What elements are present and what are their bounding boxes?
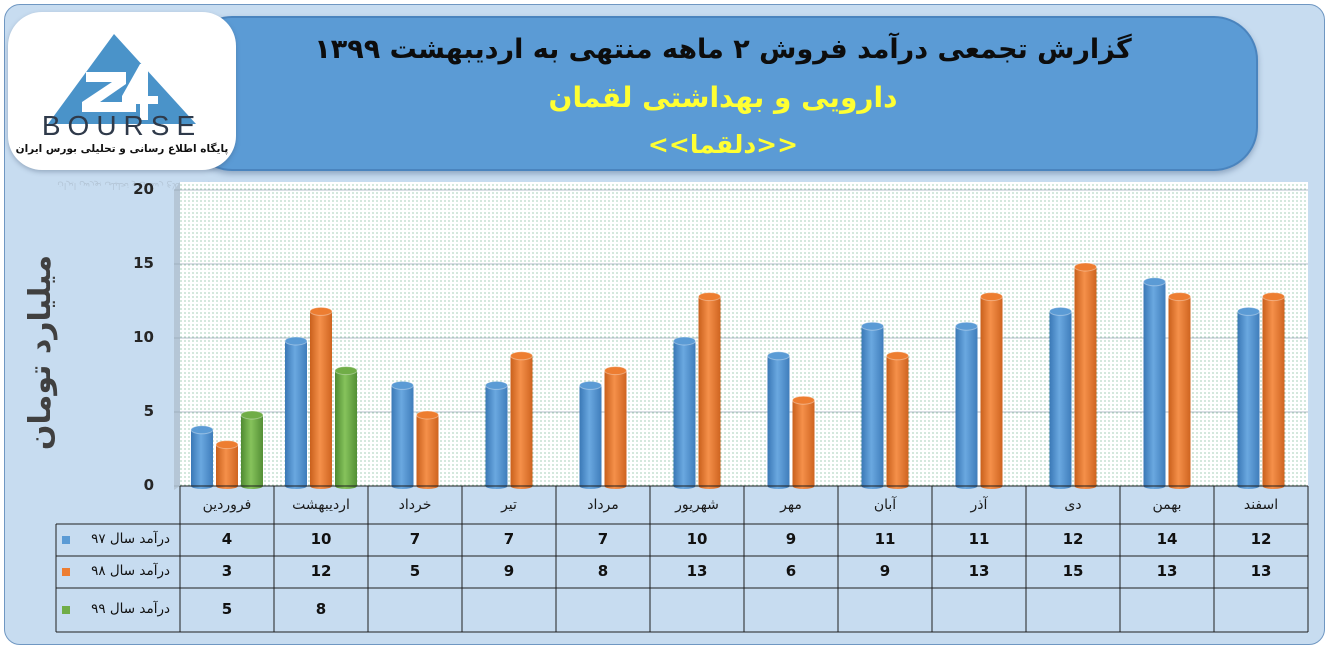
table-cell: 7 bbox=[503, 530, 515, 548]
bar-series-97 bbox=[1049, 306, 1072, 489]
table-cell: 9 bbox=[879, 562, 891, 580]
bar-series-98 bbox=[510, 351, 533, 489]
table-cell: 5 bbox=[409, 562, 421, 580]
legend-label-series-98: درآمد سال ۹۸ bbox=[91, 563, 170, 579]
bar-series-97 bbox=[391, 380, 414, 489]
table-cell: 5 bbox=[221, 600, 233, 618]
category-label: آذر bbox=[970, 497, 988, 513]
table-cell: 11 bbox=[968, 530, 990, 548]
bar-series-99 bbox=[334, 366, 358, 489]
report-title: گزارش تجمعی درآمد فروش ۲ ماهه منتهی به ا… bbox=[314, 34, 1132, 65]
legend-key-series-99 bbox=[62, 606, 70, 614]
table-cell: 15 bbox=[1062, 562, 1084, 580]
table-cell: 9 bbox=[785, 530, 797, 548]
table-cell: 10 bbox=[310, 530, 332, 548]
bar-series-98 bbox=[215, 440, 239, 489]
y-tick-label: 5 bbox=[143, 402, 154, 420]
bar-series-97 bbox=[485, 380, 508, 489]
bar-series-98 bbox=[1262, 292, 1285, 489]
legend-key-series-97 bbox=[62, 536, 70, 544]
bar-series-97 bbox=[1143, 277, 1166, 489]
bar-series-98 bbox=[604, 366, 627, 489]
bar-series-97 bbox=[284, 336, 308, 489]
bar-series-98 bbox=[1074, 262, 1097, 489]
category-label: دی bbox=[1064, 497, 1082, 513]
bar-series-97 bbox=[1237, 306, 1260, 489]
table-cell: 14 bbox=[1156, 530, 1178, 548]
table-cell: 8 bbox=[597, 562, 609, 580]
category-label: مهر bbox=[780, 497, 802, 513]
y-axis-label: میلیارد تومان bbox=[23, 254, 58, 451]
table-cell: 12 bbox=[1250, 530, 1272, 548]
y-tick-label: 10 bbox=[133, 328, 154, 346]
legend-label-series-97: درآمد سال ۹۷ bbox=[91, 531, 170, 547]
bar-series-98 bbox=[698, 292, 721, 489]
bar-series-98 bbox=[309, 306, 333, 489]
bar-series-98 bbox=[980, 292, 1003, 489]
bar-series-97 bbox=[767, 351, 790, 489]
category-label: خرداد bbox=[398, 497, 432, 513]
bar-series-97 bbox=[861, 321, 884, 489]
plot-area bbox=[174, 182, 1308, 490]
table-cell: 8 bbox=[315, 600, 327, 618]
bars bbox=[190, 262, 1285, 489]
plot-background bbox=[180, 182, 1308, 486]
category-label: بهمن bbox=[1152, 497, 1182, 513]
legend-key-series-98 bbox=[62, 568, 70, 576]
category-label: تیر bbox=[501, 497, 517, 513]
category-label: اردیبهشت bbox=[292, 497, 350, 513]
bourse24-logo: BOURSE پایگاه اطلاع رسانی و تحلیلی بورس … bbox=[8, 12, 236, 170]
bar-series-99 bbox=[240, 410, 264, 489]
title-banner: گزارش تجمعی درآمد فروش ۲ ماهه منتهی به ا… bbox=[188, 16, 1258, 171]
table-cell: 13 bbox=[686, 562, 708, 580]
table-cell: 4 bbox=[221, 530, 233, 548]
legend-label-series-99: درآمد سال ۹۹ bbox=[91, 601, 170, 617]
bar-series-98 bbox=[416, 410, 439, 489]
bar-series-98 bbox=[792, 395, 815, 489]
table-cell: 13 bbox=[1250, 562, 1272, 580]
ticker-symbol: <<دلقما>> bbox=[647, 130, 799, 159]
bar-series-97 bbox=[955, 321, 978, 489]
table-cell: 9 bbox=[503, 562, 515, 580]
table-cell: 7 bbox=[409, 530, 421, 548]
y-tick-label: 0 bbox=[143, 476, 154, 494]
table-cell: 6 bbox=[785, 562, 797, 580]
bar-series-97 bbox=[579, 380, 602, 489]
bar-series-97 bbox=[673, 336, 696, 489]
company-name: دارویی و بهداشتی لقمان bbox=[548, 81, 898, 114]
category-label: شهریور bbox=[675, 497, 719, 513]
y-tick-label: 20 bbox=[133, 180, 154, 198]
table-cell: 7 bbox=[597, 530, 609, 548]
bar-series-98 bbox=[886, 351, 909, 489]
table-cell: 11 bbox=[874, 530, 896, 548]
plot-side-wall bbox=[174, 182, 180, 490]
bar-series-97 bbox=[190, 425, 214, 489]
table-cell: 13 bbox=[968, 562, 990, 580]
table-cell: 12 bbox=[310, 562, 332, 580]
table-cell: 3 bbox=[221, 562, 233, 580]
bar-series-98 bbox=[1168, 292, 1191, 489]
logo-icon: BOURSE bbox=[42, 34, 202, 141]
table-cell: 13 bbox=[1156, 562, 1178, 580]
category-label: اسفند bbox=[1243, 497, 1279, 513]
y-tick-label: 15 bbox=[133, 254, 154, 272]
table-cell: 10 bbox=[686, 530, 708, 548]
category-label: آبان bbox=[873, 497, 897, 513]
logo-tagline: پایگاه اطلاع رسانی و تحلیلی بورس ایران bbox=[15, 143, 229, 155]
category-label: فروردین bbox=[202, 497, 252, 513]
table-cell: 12 bbox=[1062, 530, 1084, 548]
category-label: مرداد bbox=[587, 497, 619, 513]
svg-text:BOURSE: BOURSE bbox=[42, 110, 202, 141]
data-table-grid bbox=[55, 485, 1309, 633]
